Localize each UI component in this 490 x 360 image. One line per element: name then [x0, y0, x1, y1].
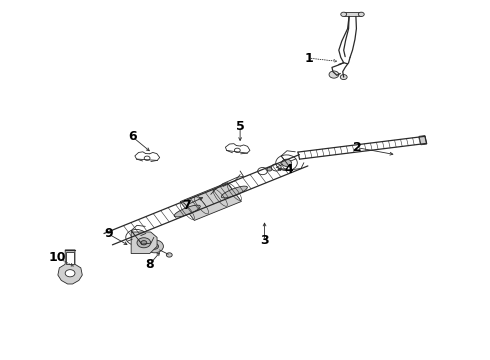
- Circle shape: [146, 240, 163, 253]
- Circle shape: [267, 167, 272, 171]
- Ellipse shape: [174, 205, 200, 217]
- Circle shape: [282, 159, 292, 166]
- Circle shape: [137, 238, 151, 248]
- Polygon shape: [58, 250, 82, 284]
- Circle shape: [329, 71, 339, 78]
- Text: 8: 8: [146, 258, 154, 271]
- Circle shape: [341, 12, 346, 17]
- Polygon shape: [180, 183, 242, 220]
- Text: 6: 6: [128, 130, 137, 144]
- Text: 10: 10: [48, 251, 66, 264]
- Text: 4: 4: [285, 163, 294, 176]
- Text: 5: 5: [236, 120, 245, 133]
- Circle shape: [340, 75, 347, 80]
- Polygon shape: [343, 12, 361, 17]
- Circle shape: [141, 240, 147, 245]
- Polygon shape: [131, 232, 157, 253]
- Circle shape: [132, 234, 142, 241]
- Polygon shape: [66, 252, 74, 264]
- Text: 2: 2: [353, 141, 362, 154]
- Circle shape: [166, 253, 172, 257]
- Text: 9: 9: [104, 227, 113, 240]
- Text: 1: 1: [304, 51, 313, 64]
- Circle shape: [65, 270, 75, 277]
- Text: 7: 7: [182, 199, 191, 212]
- Polygon shape: [419, 136, 427, 145]
- Ellipse shape: [221, 186, 247, 198]
- Circle shape: [358, 12, 364, 17]
- Text: 3: 3: [260, 234, 269, 247]
- Circle shape: [151, 243, 159, 249]
